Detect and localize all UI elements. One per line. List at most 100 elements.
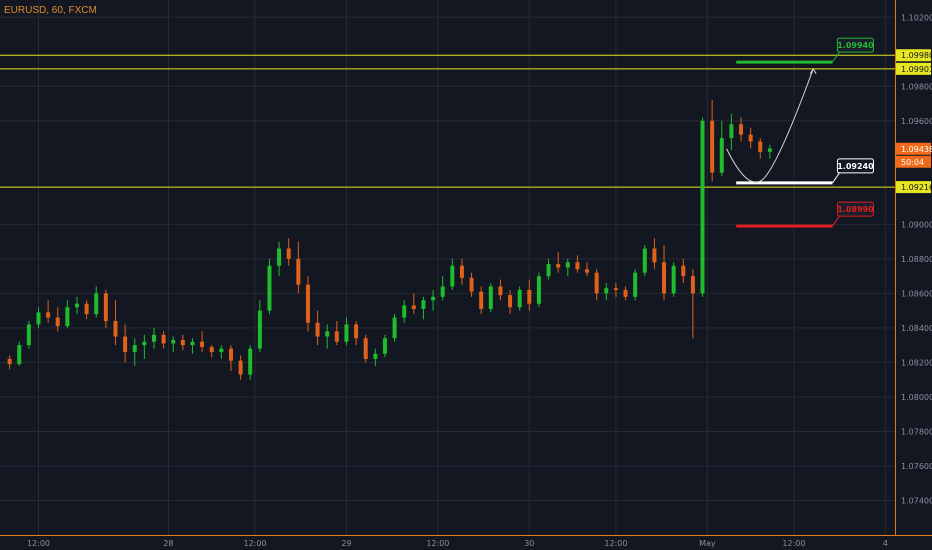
y-tick-label: 1.09800 <box>901 82 932 91</box>
target-tag-label: 1.09940 <box>837 41 874 50</box>
candle-body <box>228 348 233 361</box>
candle-body <box>729 124 734 139</box>
stop-tag-label: 1.08990 <box>837 205 874 214</box>
candle-bear <box>652 238 657 270</box>
candle-body <box>354 324 359 339</box>
candle-bull <box>36 307 41 328</box>
x-tick-label: 12:00 <box>243 539 266 548</box>
x-tick-label: 12:00 <box>426 539 449 548</box>
candle-bear <box>748 127 753 149</box>
candle-bull <box>565 258 570 277</box>
y-tick-label: 1.10200 <box>901 13 932 22</box>
candle-bull <box>488 283 493 313</box>
candle-bull <box>74 296 79 315</box>
candle-bull <box>142 334 147 359</box>
candle-body <box>719 138 724 173</box>
y-tick-label: 1.08400 <box>901 324 932 333</box>
candle-bull <box>517 286 522 311</box>
price-tag-bg <box>896 181 931 194</box>
candle-body <box>710 120 715 173</box>
candle-body <box>209 346 214 353</box>
grid <box>0 0 895 535</box>
price-tag-bg <box>896 142 931 155</box>
candle-bear <box>286 238 291 266</box>
candle-bear <box>55 307 60 332</box>
candle-body <box>7 358 12 365</box>
candle-bear <box>7 355 12 370</box>
candle-bull <box>65 300 70 328</box>
y-tick-label: 1.07400 <box>901 496 932 505</box>
candle-bull <box>248 345 253 380</box>
candle-body <box>315 322 320 337</box>
time-axis[interactable]: 12:00 28 12:00 29 12:00 30 12:00 May 12:00 4 <box>0 535 932 549</box>
candle-body <box>623 289 628 297</box>
stop-tag-box <box>836 201 874 217</box>
candle-bear <box>594 269 599 301</box>
candle-bull <box>17 341 22 366</box>
candle-body <box>74 303 79 308</box>
x-tick-label: 29 <box>341 539 351 548</box>
candle-body <box>151 334 156 342</box>
stop-leader <box>832 215 840 227</box>
candle-bull <box>767 144 772 159</box>
y-tick-label: 1.08200 <box>901 358 932 367</box>
price-axis[interactable]: 1.10200 1.09980 1.09901 1.09800 1.09600 1.094… <box>895 0 932 550</box>
candle-bull <box>440 276 445 301</box>
candle-bull <box>382 334 387 358</box>
y-tick-label: 1.08000 <box>901 393 932 402</box>
candle-body <box>642 248 647 273</box>
candle-body <box>633 272 638 297</box>
y-tick-label: 1.09000 <box>901 220 932 229</box>
candle-body <box>36 312 41 325</box>
x-tick-label: 12:00 <box>27 539 50 548</box>
candle-body <box>488 286 493 309</box>
x-tick-label: May <box>699 539 716 548</box>
candle-bear <box>585 262 590 277</box>
candle-body <box>536 276 541 304</box>
candle-body <box>498 286 503 296</box>
x-tick-label: 30 <box>524 539 534 548</box>
candle-bull <box>373 348 378 366</box>
candle-body <box>565 262 570 268</box>
y-tick-label: 1.07600 <box>901 462 932 471</box>
candle-bull <box>257 300 262 353</box>
candle-body <box>700 120 705 294</box>
entry-leader <box>832 172 840 184</box>
candle-bull <box>633 269 638 301</box>
candle-bear <box>575 255 580 273</box>
candle-body <box>421 300 426 309</box>
candle-body <box>575 262 580 270</box>
candle-bull <box>267 258 272 315</box>
candle-bear <box>459 258 464 285</box>
candle-bull <box>325 324 330 349</box>
candle-body <box>94 293 99 315</box>
candle-bear <box>238 355 243 380</box>
candle-body <box>594 272 599 294</box>
candle-body <box>508 295 513 308</box>
x-tick-label: 28 <box>163 539 173 548</box>
candle-body <box>527 289 532 304</box>
candle-bear <box>479 286 484 315</box>
candle-bear <box>46 300 51 323</box>
y-tick-label: 50:04 <box>901 158 924 167</box>
x-tick-label: 4 <box>883 539 888 548</box>
y-tick-label: 1.09901 <box>901 65 932 74</box>
candle-bear <box>613 283 618 297</box>
candle-body <box>286 248 291 259</box>
candle-body <box>161 334 166 344</box>
candle-bear <box>498 279 503 301</box>
candle-body <box>17 345 22 365</box>
candle-body <box>123 336 128 353</box>
candle-body <box>142 341 147 346</box>
candle-body <box>748 134 753 142</box>
candle-bear <box>739 117 744 142</box>
candle-bull <box>219 345 224 359</box>
candle-body <box>373 353 378 359</box>
entry-tag-label: 1.09240 <box>837 162 874 171</box>
price-tag-bg <box>896 62 931 75</box>
candle-body <box>450 265 455 287</box>
candle-body <box>402 305 407 318</box>
candle-bull <box>402 300 407 323</box>
candle-bull <box>450 258 455 290</box>
